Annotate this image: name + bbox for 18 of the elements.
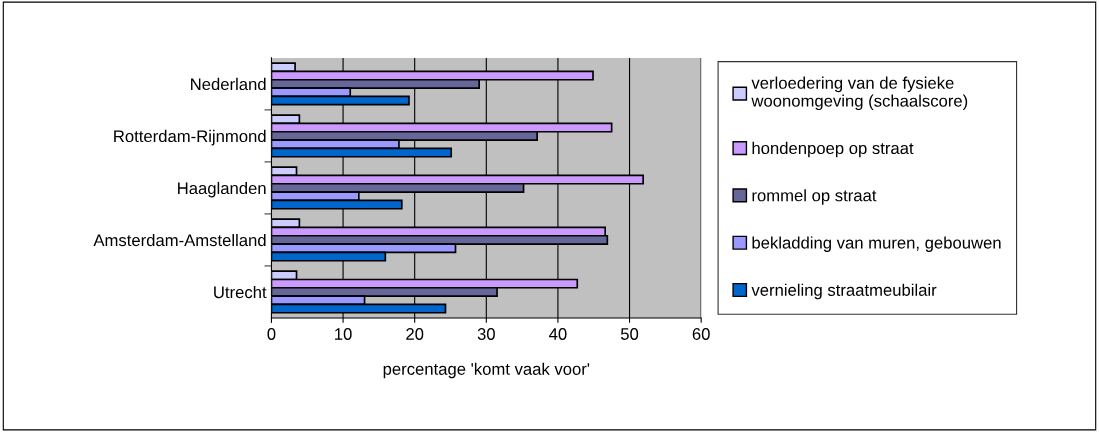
y-tick-label: Haaglanden [178, 181, 266, 198]
x-tick-label: 40 [549, 328, 567, 340]
x-tick-label: 30 [477, 328, 495, 340]
legend-label: vernieling straatmeubilair [751, 283, 937, 300]
y-tick-label: Nederland [191, 77, 266, 91]
legend-label: rommel op straat [752, 189, 877, 205]
legend-label: bekladding van muren, gebouwen [752, 236, 1001, 252]
legend-label: hondenpoep op straat [752, 141, 914, 158]
x-tick-label: 60 [692, 328, 710, 340]
x-tick-label: 50 [620, 328, 639, 340]
x-tick-label: 0 [267, 328, 276, 340]
x-tick-label: 10 [335, 328, 352, 340]
y-tick-label: Utrecht [214, 285, 267, 299]
y-tick-label: Amsterdam-Amstelland [93, 233, 266, 247]
legend-label: verloedering van de fysieke woonomgeving (schaalscore) [751, 76, 968, 111]
x-axis-title: percentage 'komt vaak voor' [383, 362, 590, 379]
y-tick-label: Rotterdam-Rijnmond [114, 129, 266, 146]
x-tick-label: 20 [406, 328, 424, 340]
